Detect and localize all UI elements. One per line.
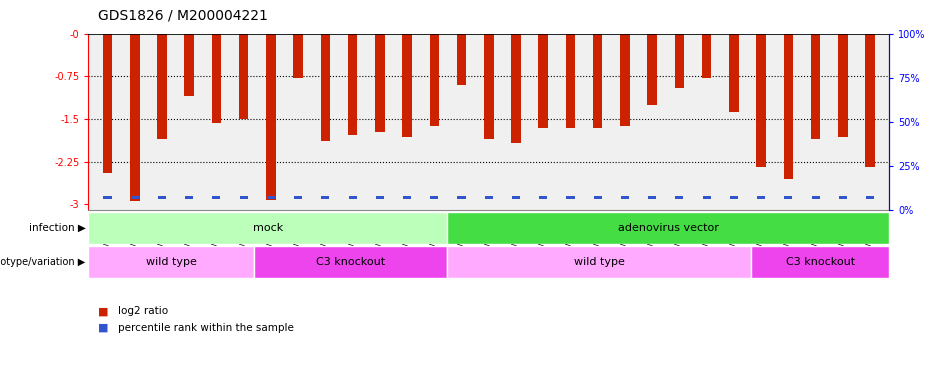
Text: adenovirus vector: adenovirus vector (618, 223, 719, 233)
Bar (729, 34, 738, 112)
Bar (756, 34, 766, 167)
Bar (429, 34, 439, 126)
Bar (675, 34, 684, 88)
Text: wild type: wild type (573, 256, 625, 267)
Bar (457, 34, 466, 85)
Text: percentile rank within the sample: percentile rank within the sample (118, 323, 294, 333)
Bar (593, 34, 602, 128)
Text: ■: ■ (98, 323, 108, 333)
Bar (130, 195, 139, 200)
Bar (866, 195, 874, 200)
Bar (751, 246, 889, 278)
Bar (703, 195, 710, 200)
Bar (511, 34, 520, 144)
Bar (594, 195, 601, 200)
Bar (648, 195, 656, 200)
Bar (403, 195, 412, 200)
Bar (184, 34, 194, 96)
Bar (457, 195, 466, 200)
Bar (784, 195, 792, 200)
Bar (702, 34, 711, 78)
Bar (811, 34, 820, 139)
Bar (484, 34, 493, 139)
Bar (838, 34, 847, 137)
Bar (102, 34, 113, 173)
Bar (812, 195, 819, 200)
Bar (103, 195, 112, 200)
Bar (538, 34, 548, 128)
Bar (158, 195, 166, 200)
Bar (448, 212, 889, 244)
Bar (267, 195, 275, 200)
Text: wild type: wild type (146, 256, 196, 267)
Bar (320, 34, 331, 141)
Bar (839, 195, 847, 200)
Bar (448, 246, 751, 278)
Bar (321, 195, 330, 200)
Bar (348, 34, 358, 135)
Bar (784, 34, 793, 179)
Bar (485, 195, 492, 200)
Bar (539, 195, 547, 200)
Bar (566, 34, 575, 128)
Bar (376, 195, 384, 200)
Bar (88, 246, 254, 278)
Bar (211, 34, 222, 123)
Bar (348, 195, 357, 200)
Bar (865, 34, 875, 167)
Bar (212, 195, 221, 200)
Bar (254, 246, 448, 278)
Bar (566, 195, 574, 200)
Bar (620, 34, 629, 126)
Bar (512, 195, 520, 200)
Text: log2 ratio: log2 ratio (118, 306, 169, 316)
Bar (294, 195, 303, 200)
Bar (757, 195, 765, 200)
Bar (239, 34, 249, 119)
Bar (730, 195, 738, 200)
Bar (430, 195, 439, 200)
Text: infection ▶: infection ▶ (29, 223, 86, 233)
Bar (185, 195, 194, 200)
Bar (157, 34, 167, 139)
Text: ■: ■ (98, 306, 108, 316)
Bar (621, 195, 629, 200)
Text: C3 knockout: C3 knockout (786, 256, 855, 267)
Bar (402, 34, 412, 137)
Text: mock: mock (253, 223, 283, 233)
Bar (266, 34, 276, 200)
Text: genotype/variation ▶: genotype/variation ▶ (0, 256, 86, 267)
Bar (130, 34, 140, 201)
Text: C3 knockout: C3 knockout (317, 256, 385, 267)
Text: GDS1826 / M200004221: GDS1826 / M200004221 (98, 9, 267, 22)
Bar (675, 195, 683, 200)
Bar (88, 212, 448, 244)
Bar (239, 195, 248, 200)
Bar (647, 34, 657, 105)
Bar (375, 34, 385, 132)
Bar (293, 34, 303, 78)
